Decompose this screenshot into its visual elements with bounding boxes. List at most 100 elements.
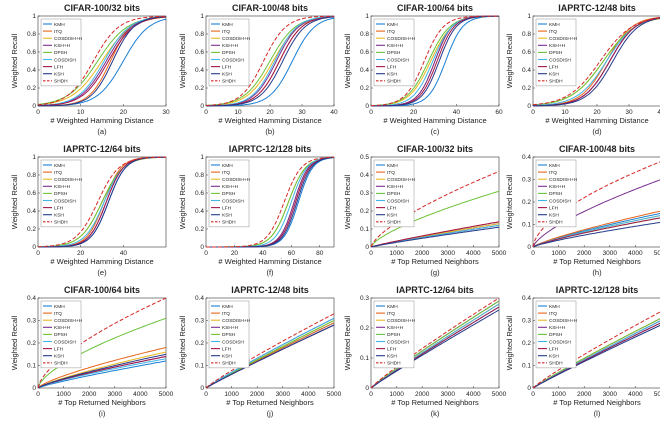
x-tick-label: 2000 bbox=[415, 391, 430, 398]
legend-label: LFH bbox=[387, 346, 397, 352]
x-tick-label: 4000 bbox=[628, 391, 643, 398]
y-tick-label: 0 bbox=[365, 385, 369, 392]
y-tick-label: 0.3 bbox=[522, 318, 531, 325]
legend-label: COSDISH+H bbox=[222, 36, 251, 42]
subplot-j: IAPRTC-12/48 bits 0 1000 2000 3000 4000 5000 0 0… bbox=[178, 285, 342, 418]
series-line-ksh bbox=[205, 324, 335, 389]
y-tick-label: 0.1 bbox=[360, 226, 369, 233]
x-tick-label: 20 bbox=[266, 109, 274, 116]
legend-label: KMH bbox=[549, 304, 560, 310]
legend-label: COSDISH+H bbox=[549, 36, 578, 42]
y-tick-label: 0 bbox=[200, 385, 204, 392]
y-tick-label: 0.8 bbox=[195, 31, 204, 38]
legend-label: KMH bbox=[222, 163, 233, 169]
series-line-shdh bbox=[370, 297, 500, 389]
y-axis-label: Weighted Recall bbox=[505, 174, 514, 229]
legend-label: LFH bbox=[222, 64, 232, 70]
x-tick-label: 30 bbox=[298, 109, 306, 116]
y-tick-label: 0.1 bbox=[195, 363, 204, 370]
legend-label: SHDH bbox=[549, 361, 563, 367]
y-tick-label: 0.6 bbox=[195, 190, 204, 197]
x-tick-label: 1000 bbox=[389, 391, 404, 398]
series-line-lfh bbox=[370, 221, 500, 248]
subplot-a: CIFAR-100/32 bits 0 10 20 30 0 0.2 0.4 0.6 0.8 1 # … bbox=[10, 3, 170, 136]
legend-label: KSH bbox=[54, 72, 64, 78]
legend-label: KSH+H bbox=[222, 184, 239, 190]
y-tick-label: 0.4 bbox=[522, 295, 531, 302]
y-tick-label: 0 bbox=[527, 385, 531, 392]
x-tick-label: 5000 bbox=[492, 250, 507, 257]
series-line-shdh bbox=[532, 311, 660, 389]
y-tick-label: 0.5 bbox=[360, 154, 369, 161]
x-tick-label: 60 bbox=[495, 109, 503, 116]
y-tick-label: 0.1 bbox=[27, 363, 36, 370]
subplot-e: IAPRTC-12/64 bits 0 20 40 0 0.2 0.4 0.6 0.8 1 # We… bbox=[10, 144, 167, 277]
y-tick-label: 0.6 bbox=[27, 190, 36, 197]
legend-label: LFH bbox=[222, 346, 232, 352]
subplot-caption: (g) bbox=[430, 268, 440, 277]
y-tick-label: 0.3 bbox=[522, 177, 531, 184]
y-tick-label: 0.2 bbox=[360, 208, 369, 215]
legend-label: LFH bbox=[54, 64, 64, 70]
subplot-caption: (c) bbox=[431, 127, 440, 136]
legend-label: ITQ bbox=[54, 311, 62, 317]
y-axis-label: Weighted Recall bbox=[178, 315, 187, 370]
legend-label: COSDISH+H bbox=[549, 318, 578, 324]
legend-label: KSH bbox=[549, 72, 559, 78]
legend-label: ITQ bbox=[222, 170, 230, 176]
series-line-dpsh bbox=[205, 320, 335, 389]
legend-label: DPSH bbox=[222, 332, 236, 338]
x-axis-label: # Top Returned Neighbors bbox=[391, 398, 479, 407]
legend-label: COSDISH+H bbox=[54, 177, 83, 183]
series-line-ksh bbox=[37, 353, 167, 389]
legend-label: COSDISH+H bbox=[54, 318, 83, 324]
legend-label: KSH bbox=[222, 213, 232, 219]
y-tick-label: 0.4 bbox=[27, 295, 36, 302]
series-line-ksh bbox=[206, 16, 335, 107]
subplot-caption: (l) bbox=[594, 409, 601, 418]
x-tick-label: 40 bbox=[259, 250, 267, 257]
x-tick-label: 20 bbox=[231, 250, 239, 257]
x-tick-label: 40 bbox=[657, 109, 660, 116]
legend-label: SHDH bbox=[222, 361, 236, 367]
y-axis-label: Weighted Recall bbox=[343, 174, 352, 229]
legend-label: KMH bbox=[222, 304, 233, 310]
y-tick-label: 0 bbox=[200, 244, 204, 251]
x-tick-label: 3000 bbox=[603, 250, 618, 257]
legend-label: ITQ bbox=[54, 29, 62, 35]
legend-label: KMH bbox=[549, 22, 560, 28]
x-axis-label: # Top Returned Neighbors bbox=[391, 257, 479, 266]
y-tick-label: 1 bbox=[200, 154, 204, 161]
y-tick-label: 0.4 bbox=[27, 67, 36, 74]
legend-label: KSH bbox=[549, 354, 559, 360]
legend-label: COSDISH bbox=[54, 339, 76, 345]
legend-label: COSDISH bbox=[222, 198, 244, 204]
y-tick-label: 0 bbox=[200, 103, 204, 110]
subplot-caption: (a) bbox=[97, 127, 107, 136]
legend-label: ITQ bbox=[549, 29, 557, 35]
x-tick-label: 4000 bbox=[628, 250, 643, 257]
y-axis-label: Weighted Recall bbox=[343, 315, 352, 370]
legend-label: ITQ bbox=[549, 311, 557, 317]
series-line-ksh bbox=[371, 15, 499, 107]
legend-label: LFH bbox=[387, 64, 397, 70]
series-line-dpsh bbox=[370, 190, 500, 248]
legend-label: SHDH bbox=[549, 79, 563, 85]
x-tick-label: 0 bbox=[369, 250, 373, 257]
x-tick-label: 0 bbox=[369, 109, 373, 116]
y-tick-label: 0 bbox=[32, 385, 36, 392]
series-line-ksh bbox=[533, 17, 660, 107]
legend-label: LFH bbox=[387, 205, 397, 211]
y-axis-label: Weighted Recall bbox=[505, 33, 514, 88]
x-tick-label: 20 bbox=[77, 250, 85, 257]
subplot-d: IAPRTC-12/48 bits 0 10 20 30 40 0 0.2 0.4 0.6 0.8 1… bbox=[505, 3, 660, 136]
series-line-shdh bbox=[205, 15, 334, 106]
y-tick-label: 0.6 bbox=[27, 49, 36, 56]
x-tick-label: 20 bbox=[410, 109, 418, 116]
legend-label: KSH+H bbox=[54, 43, 71, 49]
